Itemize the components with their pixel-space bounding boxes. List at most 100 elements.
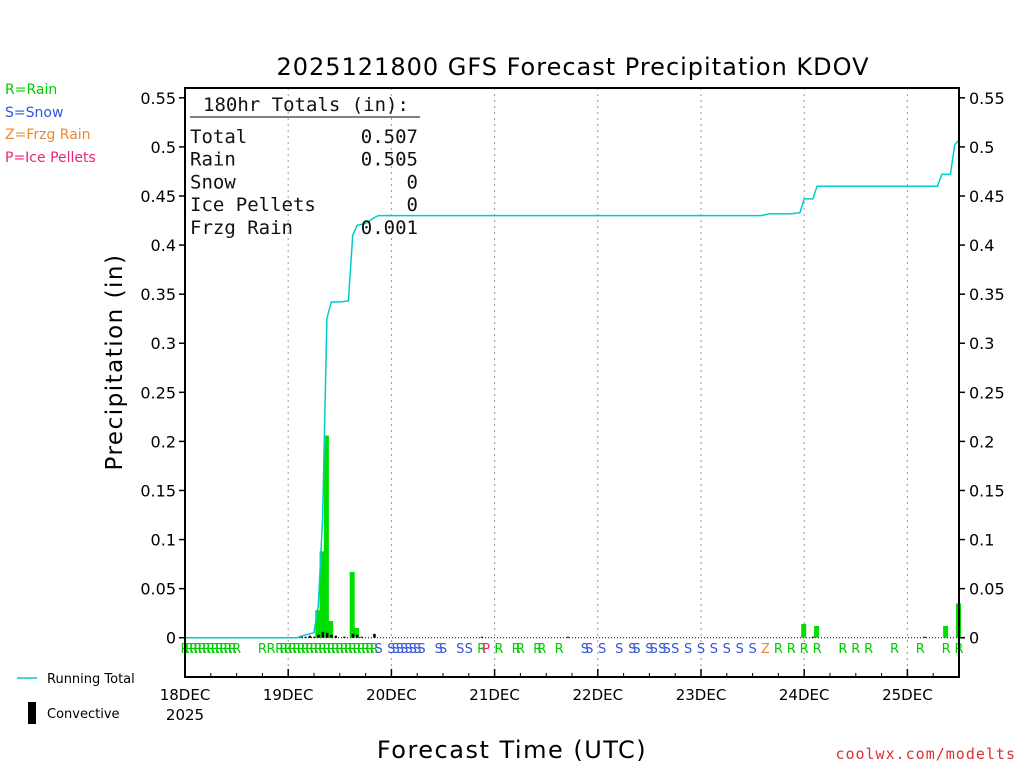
ptype-code: R	[258, 642, 267, 657]
convective-bar	[334, 635, 337, 638]
x-tick-label: 20DEC	[366, 686, 417, 704]
ptype-code: S	[435, 642, 443, 657]
x-tick-label: 23DEC	[676, 686, 727, 704]
totals-row-value: 0	[407, 194, 418, 216]
ptype-code: S	[632, 642, 640, 657]
y-tick-label-right: 0.3	[969, 334, 994, 353]
convective-bar	[304, 636, 307, 638]
y-axis-label: Precipitation (in)	[102, 254, 128, 471]
ptype-code: R	[335, 642, 344, 657]
convective-bar	[811, 636, 815, 638]
ptype-code: R	[301, 642, 310, 657]
y-tick-label-right: 0.2	[969, 432, 994, 451]
ptype-code: R	[189, 642, 198, 657]
convective-bar	[480, 636, 484, 638]
ptype-code: R	[512, 642, 521, 657]
precip-bar	[814, 625, 820, 638]
ptype-code: R	[365, 642, 374, 657]
y-tick-label: 0.15	[140, 481, 176, 500]
y-tick-label: 0.5	[151, 138, 176, 157]
ptype-code: R	[361, 642, 370, 657]
convective-bar	[923, 636, 927, 638]
ptype-code: R	[297, 642, 306, 657]
ptype-code: R	[193, 642, 202, 657]
y-tick-label: 0.45	[140, 187, 176, 206]
totals-row-label: Rain	[190, 149, 236, 171]
y-tick-label-right: 0.4	[969, 236, 994, 255]
convective-bar	[360, 636, 363, 638]
ptype-code: S	[697, 642, 705, 657]
ptype-code: S	[413, 642, 421, 657]
ptype-code: R	[916, 642, 925, 657]
totals-header: 180hr Totals (in):	[203, 94, 409, 116]
convective-bar	[321, 631, 325, 638]
ptype-code: S	[456, 642, 464, 657]
y-tick-label: 0.3	[151, 334, 176, 353]
ptype-code: R	[344, 642, 353, 657]
ptype-code: R	[223, 642, 232, 657]
x-axis-label: Forecast Time (UTC)	[377, 736, 647, 764]
y-tick-label: 0.35	[140, 285, 176, 304]
convective-bar	[330, 634, 333, 638]
ptype-code: S	[409, 642, 417, 657]
y-tick-label: 0.2	[151, 432, 176, 451]
precip-bar	[349, 571, 355, 638]
precip-bar	[328, 621, 334, 638]
ptype-legend-item: Z=Frzg Rain	[5, 127, 91, 143]
ptype-code: R	[537, 642, 546, 657]
ptype-code: R	[348, 642, 357, 657]
convective-bar	[343, 636, 346, 638]
series-legend: Running Total Convective	[17, 672, 135, 724]
ptype-code: S	[615, 642, 623, 657]
watermark: coolwx.com/modelts	[835, 745, 1016, 763]
precip-bar	[323, 435, 329, 638]
ptype-code: R	[533, 642, 542, 657]
y-tick-label-right: 0.5	[969, 138, 994, 157]
convective-bar	[356, 634, 359, 638]
ptype-code: R	[279, 642, 288, 657]
series-legend-label: Running Total	[47, 672, 135, 687]
ptype-code: R	[813, 642, 822, 657]
ptype-code: S	[748, 642, 756, 657]
x-tick-label: 24DEC	[779, 686, 830, 704]
y-tick-label-right: 0.15	[969, 481, 1005, 500]
x-tick-label: 22DEC	[573, 686, 624, 704]
y-tick-label-right: 0.45	[969, 187, 1005, 206]
ptype-code: R	[202, 642, 211, 657]
series-legend-label: Convective	[47, 707, 120, 722]
ptype-code: R	[266, 642, 275, 657]
ptype-code: S	[585, 642, 593, 657]
ptype-code: R	[284, 642, 293, 657]
ptype-code: R	[215, 642, 224, 657]
y-tick-label: 0.25	[140, 383, 176, 402]
ptype-code: R	[327, 642, 336, 657]
x-axis: 18DEC 19DEC 20DEC 21DEC 22DEC 23DEC 24DEC 25DEC…	[160, 669, 934, 724]
totals-row-value: 0.001	[361, 217, 418, 239]
precip-bar	[354, 627, 359, 638]
convective-bar	[566, 636, 570, 638]
totals-box: 180hr Totals (in): Total 0.507 Rain 0.505 Sno…	[190, 94, 420, 239]
convective-bar	[351, 633, 355, 638]
ptype-code: R	[942, 642, 951, 657]
ptype-code: S	[598, 642, 606, 657]
ptype-code: Z	[761, 642, 770, 657]
ptype-code: R	[370, 642, 379, 657]
ptype-code: P	[482, 642, 490, 657]
convective-bar	[308, 635, 312, 638]
ptype-code: R	[309, 642, 318, 657]
ptype-code: R	[352, 642, 361, 657]
ptype-code: S	[374, 642, 382, 657]
x-tick-label: 19DEC	[263, 686, 314, 704]
year-label: 2025	[166, 706, 204, 724]
ptype-code: R	[851, 642, 860, 657]
x-tick-label: 21DEC	[469, 686, 520, 704]
ptype-code: S	[400, 642, 408, 657]
ptype-code: R	[206, 642, 215, 657]
ptype-code: S	[723, 642, 731, 657]
ptype-code: R	[800, 642, 809, 657]
y-tick-label: 0.55	[140, 89, 176, 108]
ptype-code: S	[581, 642, 589, 657]
convective-bar	[325, 632, 329, 638]
y-tick-label-right: 0.25	[969, 383, 1005, 402]
y-axis-left: 0 0.05 0.1 0.15 0.2 0.25 0.3 0.35 0.4 0.45 0.5 0.55	[140, 89, 185, 648]
